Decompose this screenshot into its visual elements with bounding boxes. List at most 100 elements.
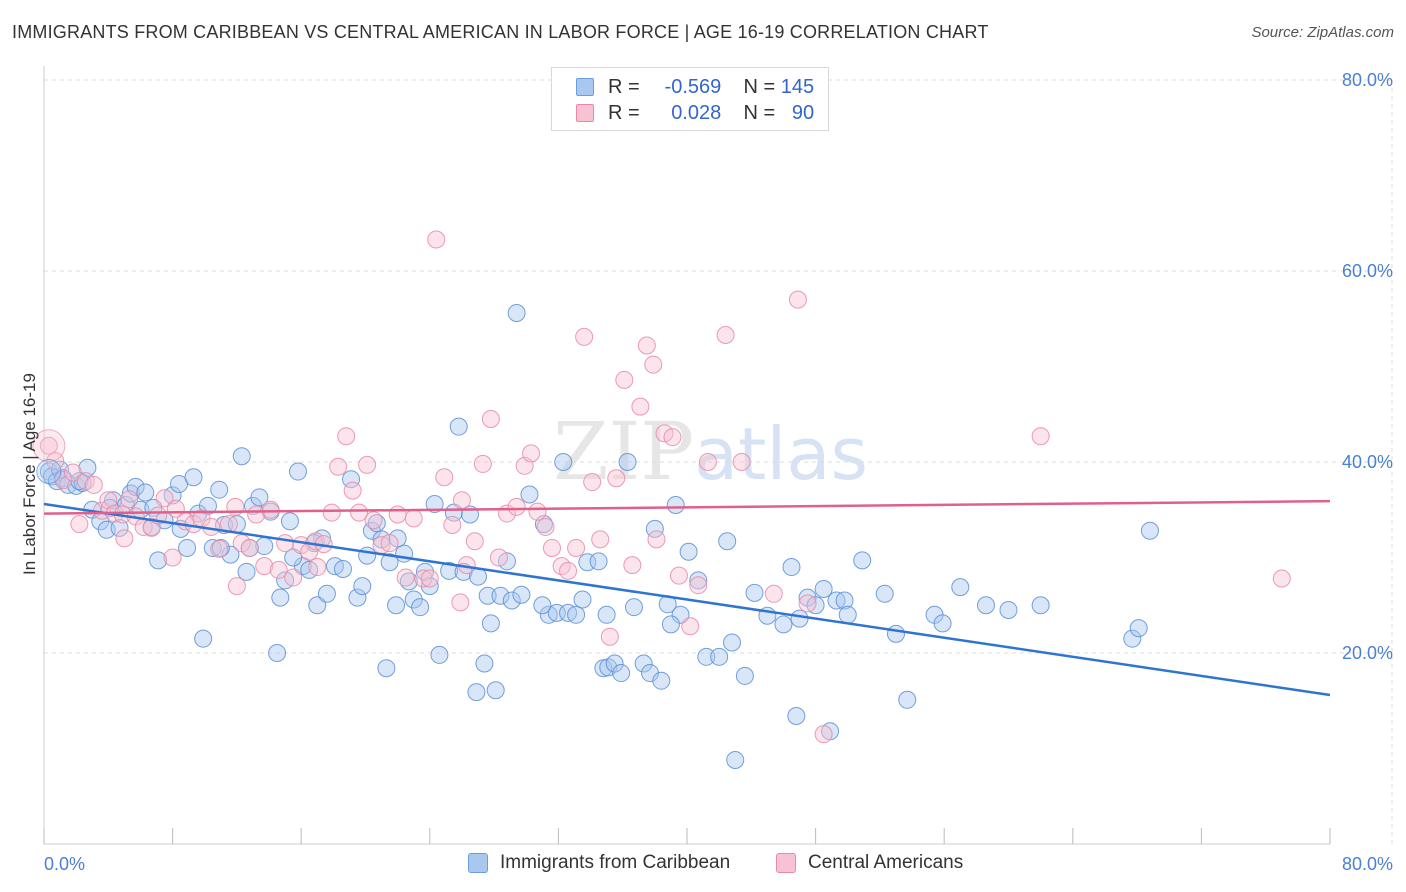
point-caribbean xyxy=(933,614,952,633)
point-central-american xyxy=(698,453,717,471)
point-caribbean xyxy=(317,584,336,603)
point-caribbean xyxy=(735,666,754,685)
point-caribbean xyxy=(976,596,995,615)
point-central-american xyxy=(388,505,407,524)
point-caribbean xyxy=(661,615,680,634)
point-central-american xyxy=(337,427,356,446)
point-central-american xyxy=(155,489,174,508)
point-central-american xyxy=(583,473,602,492)
point-central-american xyxy=(120,490,139,509)
point-central-american xyxy=(647,530,666,549)
point-caribbean xyxy=(478,586,497,605)
point-central-american xyxy=(396,568,415,587)
point-central-american xyxy=(452,491,471,510)
point-central-american xyxy=(559,561,578,580)
point-central-american xyxy=(227,577,246,596)
trend-lines xyxy=(43,499,1331,697)
point-caribbean xyxy=(425,495,444,514)
point-caribbean xyxy=(1123,629,1142,648)
point-caribbean xyxy=(835,591,854,610)
point-caribbean xyxy=(689,571,708,590)
point-central-american xyxy=(54,471,73,490)
point-caribbean xyxy=(790,609,809,628)
point-central-american xyxy=(404,509,423,528)
point-caribbean xyxy=(726,750,745,769)
point-caribbean xyxy=(710,647,729,666)
point-central-american xyxy=(322,503,341,522)
point-caribbean xyxy=(110,518,129,537)
point-central-american xyxy=(473,454,492,473)
point-caribbean xyxy=(652,671,671,690)
point-caribbean xyxy=(554,453,573,471)
point-caribbean xyxy=(1031,596,1050,615)
point-central-american xyxy=(567,538,586,557)
point-central-american xyxy=(764,584,783,603)
point-caribbean xyxy=(533,596,552,615)
point-caribbean xyxy=(250,488,269,507)
point-central-american xyxy=(269,560,288,579)
x-tick-label-max: 80.0% xyxy=(1342,854,1393,874)
point-central-american xyxy=(240,538,259,557)
point-caribbean xyxy=(78,458,97,477)
point-caribbean xyxy=(618,453,637,471)
point-caribbean xyxy=(567,605,586,624)
point-central-american xyxy=(210,539,229,558)
point-central-american xyxy=(343,481,362,500)
point-caribbean xyxy=(671,605,690,624)
point-caribbean xyxy=(782,558,801,577)
point-caribbean xyxy=(411,598,430,617)
legend-swatch-caribbean xyxy=(576,78,594,96)
point-caribbean xyxy=(838,605,857,624)
point-caribbean xyxy=(886,624,905,643)
point-central-american xyxy=(364,511,383,530)
point-caribbean xyxy=(718,532,737,551)
correlation-legend: R = -0.569 N = 145 R = 0.028 N = 90 xyxy=(551,67,829,131)
point-caribbean xyxy=(723,633,742,652)
point-central-american xyxy=(481,410,500,429)
point-caribbean xyxy=(184,468,203,487)
point-central-american xyxy=(681,617,700,636)
point-central-american xyxy=(631,397,650,416)
point-central-american xyxy=(329,457,348,476)
point-caribbean xyxy=(136,483,155,502)
point-caribbean xyxy=(634,654,653,673)
point-caribbean xyxy=(211,538,230,557)
point-caribbean xyxy=(280,512,299,531)
point-caribbean xyxy=(520,485,539,504)
point-caribbean xyxy=(679,542,698,561)
point-caribbean xyxy=(420,577,439,596)
point-caribbean xyxy=(467,683,486,702)
legend-n-value: 145 xyxy=(780,75,815,98)
legend-n-value: 90 xyxy=(791,101,815,124)
point-caribbean xyxy=(666,495,685,514)
point-caribbean xyxy=(430,645,449,664)
point-central-american xyxy=(443,516,462,535)
point-caribbean xyxy=(210,480,229,499)
point-central-american xyxy=(70,515,89,534)
point-central-american xyxy=(261,500,280,519)
point-caribbean xyxy=(697,647,716,666)
point-central-american xyxy=(435,468,454,487)
bottom-legend-caribbean[interactable]: Immigrants from Caribbean xyxy=(468,852,730,874)
point-caribbean xyxy=(512,585,531,604)
point-caribbean xyxy=(814,580,833,599)
point-central-american xyxy=(591,530,610,549)
point-central-american xyxy=(350,503,369,522)
watermark-atlas: atlas xyxy=(694,412,869,496)
point-caribbean xyxy=(597,605,616,624)
point-central-american xyxy=(798,594,817,613)
legend-r-label: R = xyxy=(608,75,640,98)
point-caribbean xyxy=(745,583,764,602)
tick-labels: 20.0% 40.0% 60.0% 80.0% 0.0% 80.0% xyxy=(44,70,1393,874)
bottom-legend-swatch-central-american xyxy=(776,853,796,873)
y-tick-label: 60.0% xyxy=(1342,261,1393,281)
bottom-legend-central-american[interactable]: Central Americans xyxy=(776,852,963,874)
point-central-american xyxy=(542,538,561,557)
point-central-american xyxy=(255,557,274,576)
legend-n-label: N = xyxy=(743,101,776,124)
point-central-american xyxy=(39,436,58,455)
point-central-american xyxy=(716,325,735,344)
bottom-legend-label-central-american: Central Americans xyxy=(808,852,964,873)
point-caribbean xyxy=(288,462,307,481)
